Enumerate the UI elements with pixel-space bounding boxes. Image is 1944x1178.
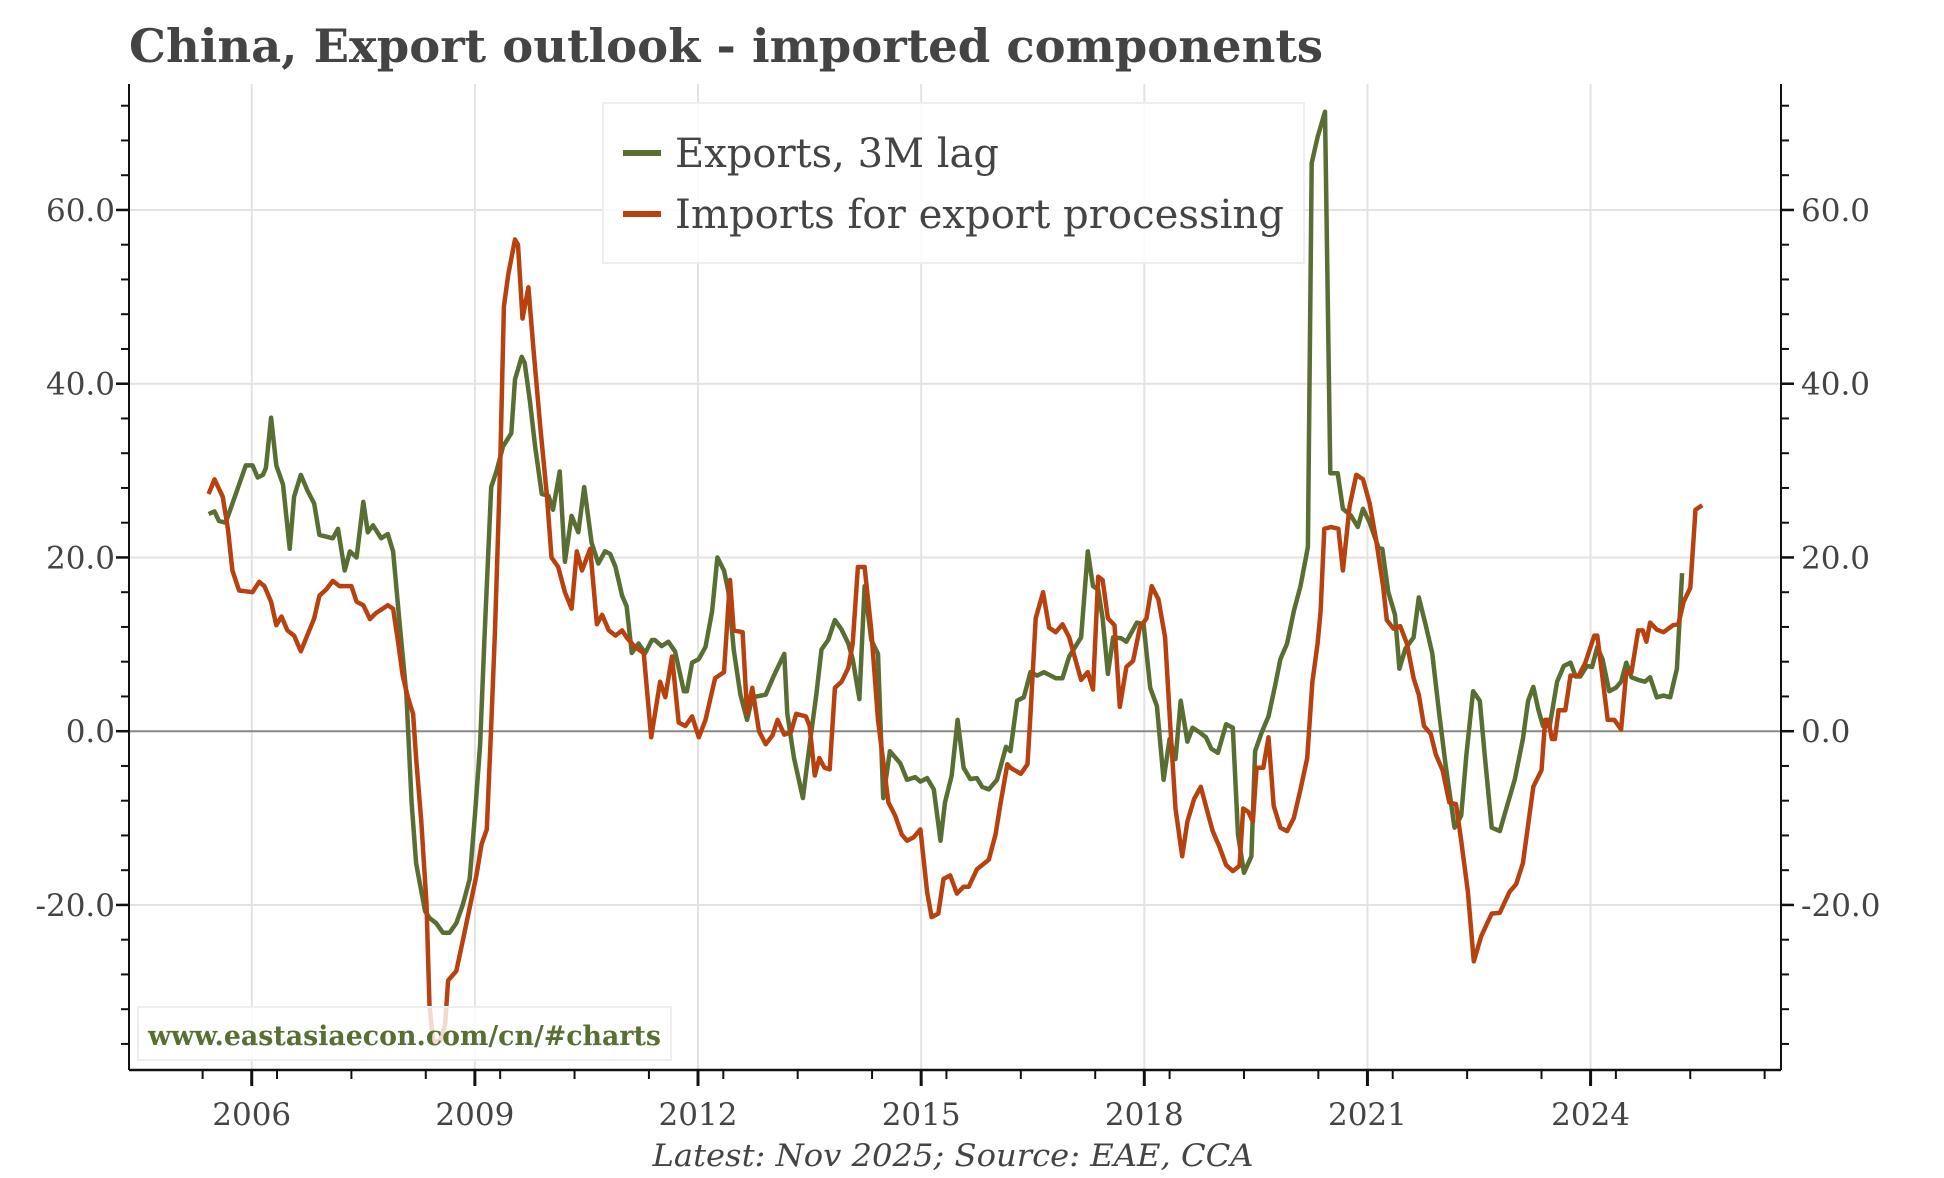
y-tick-label-left: 20.0: [46, 540, 115, 576]
y-tick-label-left: 40.0: [46, 367, 115, 403]
series-lines: [206, 109, 1704, 1044]
gridlines: [129, 84, 1781, 1070]
y-tick-label-right: -20.0: [1801, 888, 1881, 924]
y-tick-label-right: 20.0: [1801, 540, 1870, 576]
watermark-text: www.eastasiaecon.com/cn/#charts: [147, 1021, 661, 1052]
y-tick-label-left: -20.0: [36, 888, 116, 924]
y-tick-label-right: 0.0: [1801, 714, 1850, 750]
watermark: www.eastasiaecon.com/cn/#charts: [137, 1006, 672, 1061]
x-tick-label: 2024: [1551, 1097, 1630, 1133]
x-tick-label: 2012: [659, 1097, 738, 1133]
legend-box: [602, 102, 1305, 264]
x-tick-label: 2021: [1328, 1097, 1407, 1133]
x-tick-label: 2006: [212, 1097, 291, 1133]
legend-label-imports: Imports for export processing: [675, 192, 1284, 238]
exports-line: [207, 109, 1685, 935]
x-tick-label: 2018: [1105, 1097, 1184, 1133]
source-footer: Latest: Nov 2025; Source: EAE, CCA: [651, 1138, 1253, 1174]
axes: -20.0 -20.0 0.0 0.0 20.0 20.0 40.0 40.0 60.0 60.0…: [36, 84, 1881, 1133]
y-tick-label-left: 60.0: [46, 193, 115, 229]
y-tick-label-right: 60.0: [1801, 193, 1870, 229]
legend-label-exports: Exports, 3M lag: [675, 131, 999, 177]
x-tick-label: 2009: [435, 1097, 514, 1133]
y-tick-label-right: 40.0: [1801, 367, 1870, 403]
chart-title: China, Export outlook - imported compone…: [129, 19, 1323, 73]
x-tick-label: 2015: [882, 1097, 961, 1133]
imports-line: [206, 237, 1704, 1044]
watermark-box: [137, 1006, 672, 1061]
legend: Exports, 3M lag Imports for export proce…: [602, 102, 1305, 264]
y-tick-label-left: 0.0: [66, 714, 115, 750]
